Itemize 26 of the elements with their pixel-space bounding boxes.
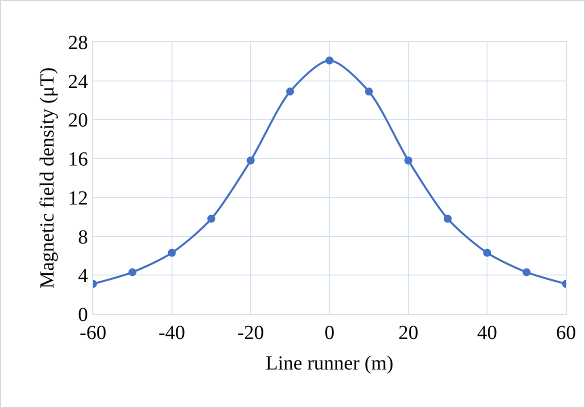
x-tick-label: 60 [556,322,576,344]
point [522,268,531,276]
point [444,214,452,223]
y-tick-label: 4 [78,265,88,288]
point [404,156,412,165]
x-tick-label: -20 [237,322,264,344]
y-tick-label: 24 [68,70,88,93]
x-tick-label: -40 [158,322,186,344]
x-tick-label: 20 [398,322,418,344]
y-tick-label: 28 [68,32,88,54]
point [207,214,216,223]
y-tick-label: 20 [68,110,88,132]
y-tick-label: 16 [68,148,88,171]
point [168,248,176,257]
point [364,88,373,96]
y-axis-title: Magnetic field density (μT) [36,67,58,289]
point [286,88,294,96]
point [483,248,492,257]
point [246,156,255,165]
y-tick-label: 8 [78,226,88,248]
x-axis-title: Line runner (m) [266,352,394,374]
point [326,56,334,64]
x-tick-label: 0 [324,322,334,344]
point [128,268,136,276]
x-tick-label: 40 [477,322,498,344]
y-tick-label: 12 [68,187,88,210]
